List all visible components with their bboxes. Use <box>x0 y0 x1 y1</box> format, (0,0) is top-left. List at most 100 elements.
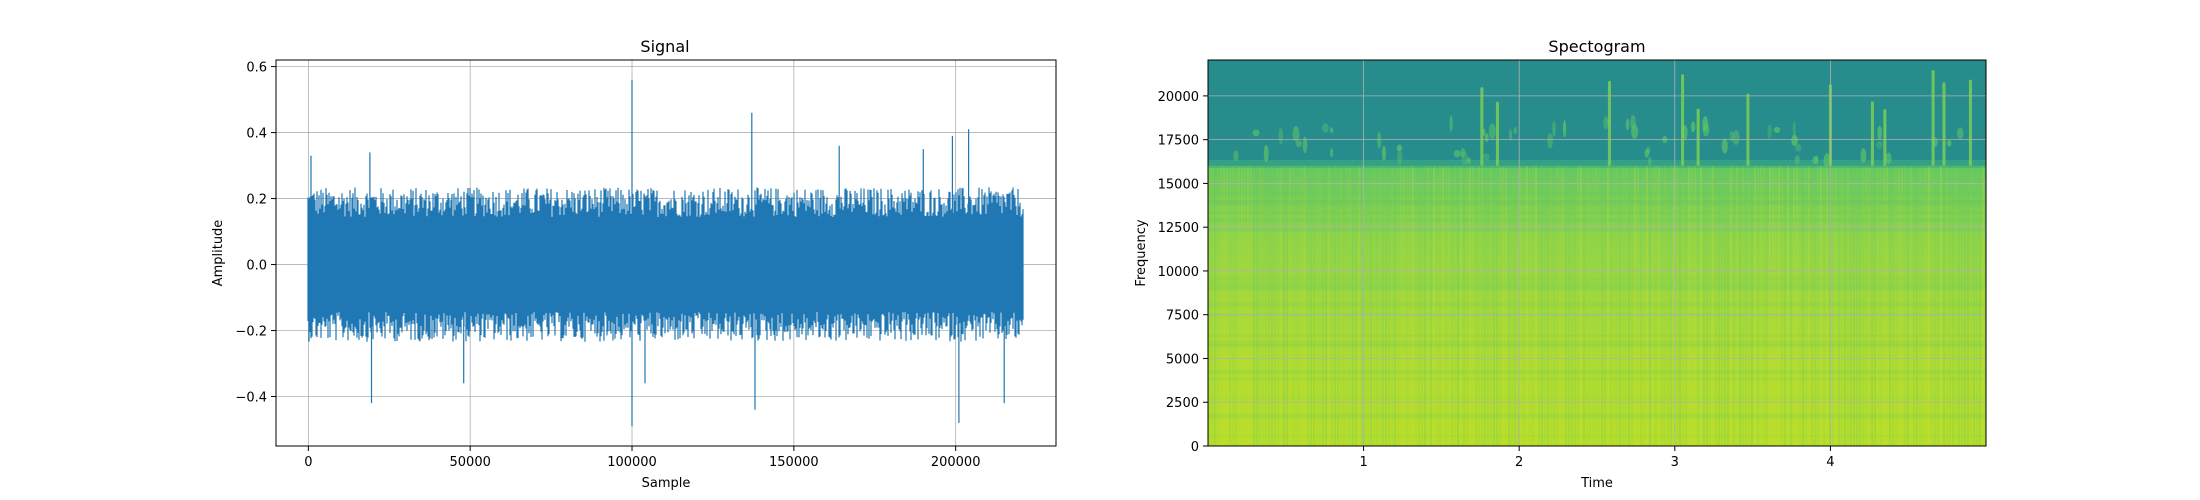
spectrogram-texture <box>1328 165 1330 446</box>
spectrogram-speckle <box>1484 133 1489 143</box>
spectrogram-texture <box>1976 165 1978 446</box>
spectrogram-texture <box>1526 165 1528 446</box>
spectrogram-texture <box>1577 165 1579 446</box>
spectrogram-texture <box>1907 165 1909 446</box>
spectrogram-band-texture <box>1208 286 1986 291</box>
spectrogram-texture <box>1754 165 1756 446</box>
spectrogram-texture <box>1631 165 1633 446</box>
spectrogram-band-texture <box>1208 227 1986 232</box>
spectrogram-texture <box>1283 165 1285 446</box>
spectrogram-speckle <box>1794 143 1802 152</box>
spectrogram-speckle <box>1278 128 1284 145</box>
signal-y-axis-label: Amplitude <box>211 220 226 287</box>
spectrogram-high-band <box>1208 60 1986 166</box>
spectrogram-texture <box>1961 165 1963 446</box>
spectrogram-texture <box>1295 165 1297 446</box>
spectrogram-texture <box>1391 165 1393 446</box>
spectrogram-texture <box>1208 165 1210 446</box>
spectrogram-band-texture <box>1208 377 1986 381</box>
spectrogram-texture <box>1463 165 1465 446</box>
spectrogram-texture <box>1964 165 1966 446</box>
spectrogram-texture <box>1292 165 1294 446</box>
spectrogram-texture <box>1943 165 1945 446</box>
signal-y-tick-label: 0.6 <box>246 61 267 76</box>
spectrogram-band-texture <box>1208 218 1986 222</box>
spectrogram-band-texture <box>1208 282 1986 287</box>
spectrogram-texture <box>1409 165 1411 446</box>
spectrogram-texture <box>1589 165 1591 446</box>
spectrogram-texture <box>1241 165 1243 446</box>
spectrogram-texture <box>1934 165 1936 446</box>
spectrogram-texture <box>1610 165 1612 446</box>
spectrogram-texture <box>1538 165 1540 446</box>
spectrogram-texture <box>1472 165 1474 446</box>
spectrogram-speckle <box>1877 125 1882 140</box>
spectrogram-texture <box>1556 165 1558 446</box>
spectrogram-x-tick-label: 3 <box>1671 455 1679 470</box>
spectrogram-texture <box>1919 165 1921 446</box>
spectrogram-texture <box>1304 165 1306 446</box>
spectrogram-texture <box>1334 165 1336 446</box>
spectrogram-texture <box>1475 165 1477 446</box>
spectrogram-band-texture <box>1208 302 1986 307</box>
spectrogram-texture <box>1247 165 1249 446</box>
spectrogram-texture <box>1916 165 1918 446</box>
spectrogram-cutoff-edge <box>1208 159 1986 168</box>
spectrogram-chart: Spectogram 1 2 3 4 0 2500 5000 7500 10000 12500 15… <box>1134 37 1987 491</box>
spectrogram-texture <box>1424 165 1426 446</box>
spectrogram-band-texture <box>1208 191 1986 196</box>
spectrogram-texture <box>1466 165 1468 446</box>
spectrogram-texture <box>1343 165 1345 446</box>
spectrogram-texture <box>1952 165 1954 446</box>
spectrogram-texture <box>1931 165 1933 446</box>
spectrogram-texture <box>1397 165 1399 446</box>
spectrogram-texture <box>1817 165 1819 446</box>
spectrogram-speckle <box>1791 134 1798 147</box>
spectrogram-texture <box>1979 165 1981 446</box>
spectrogram-texture <box>1373 165 1375 446</box>
signal-y-tick-label: −0.4 <box>235 391 267 406</box>
spectrogram-grid <box>1208 60 1986 446</box>
spectrogram-x-tick-label: 1 <box>1359 455 1367 470</box>
spectrogram-texture <box>1715 165 1717 446</box>
spectrogram-texture <box>1625 165 1627 446</box>
spectrogram-texture <box>1793 165 1795 446</box>
spectrogram-texture <box>1658 165 1660 446</box>
spectrogram-texture <box>1958 165 1960 446</box>
spectrogram-texture <box>1772 165 1774 446</box>
signal-x-tick-label: 0 <box>304 455 312 470</box>
spectrogram-speckle <box>1513 127 1518 135</box>
spectrogram-texture <box>1718 165 1720 446</box>
spectrogram-texture <box>1949 165 1951 446</box>
spectrogram-transient <box>1968 79 1972 166</box>
spectrogram-texture <box>1289 165 1291 446</box>
spectrogram-texture <box>1229 165 1231 446</box>
spectrogram-texture <box>1739 165 1741 446</box>
spectrogram-texture <box>1388 165 1390 446</box>
spectrogram-texture <box>1850 165 1852 446</box>
signal-x-axis-label: Sample <box>642 476 691 491</box>
spectrogram-x-tick-label: 4 <box>1826 455 1834 470</box>
spectrogram-texture <box>1220 165 1222 446</box>
spectrogram-texture <box>1691 165 1693 446</box>
signal-y-tick-label: 0.0 <box>246 259 267 274</box>
spectrogram-texture <box>1517 165 1519 446</box>
spectrogram-speckle <box>1547 133 1553 149</box>
spectrogram-texture <box>1430 165 1432 446</box>
spectrogram-speckle <box>1453 149 1461 158</box>
spectrogram-texture <box>1352 165 1354 446</box>
spectrogram-texture <box>1877 165 1879 446</box>
spectrogram-texture <box>1895 165 1897 446</box>
spectrogram-texture <box>1628 165 1630 446</box>
spectrogram-texture <box>1358 165 1360 446</box>
spectrogram-texture <box>1451 165 1453 446</box>
spectrogram-band-texture <box>1208 334 1986 337</box>
spectrogram-speckle <box>1396 149 1403 166</box>
spectrogram-transient <box>1746 93 1750 166</box>
spectrogram-texture <box>1367 165 1369 446</box>
spectrogram-texture <box>1832 165 1834 446</box>
spectrogram-speckle <box>1732 130 1740 146</box>
spectrogram-texture <box>1844 165 1846 446</box>
spectrogram-texture <box>1502 165 1504 446</box>
